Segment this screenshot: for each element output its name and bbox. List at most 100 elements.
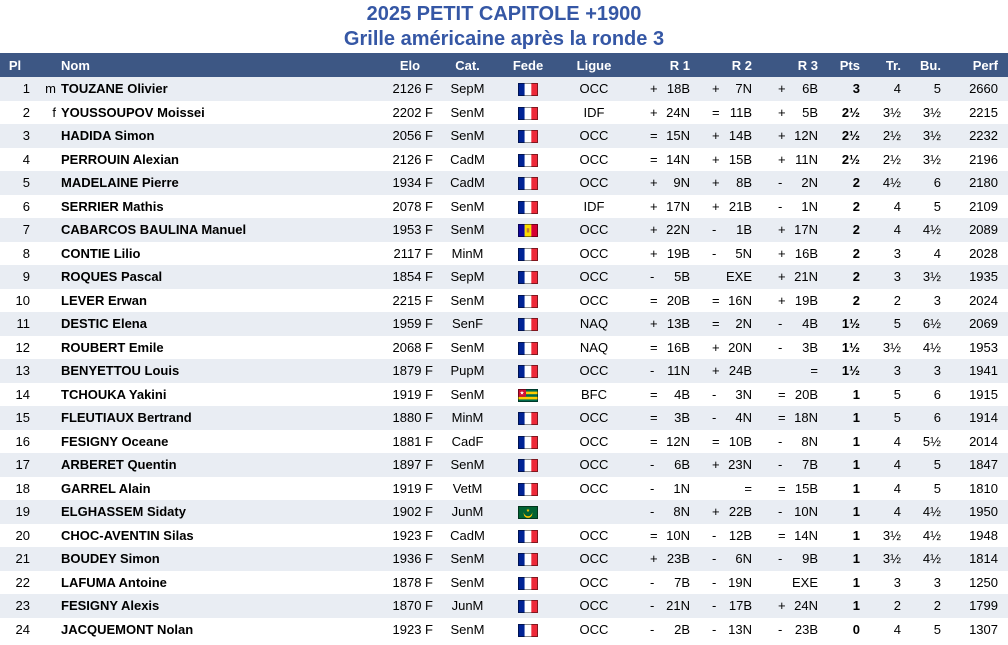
- round-2-result: -1B: [712, 222, 752, 238]
- round-1-result: +9N: [650, 175, 690, 191]
- player-elo: 2056 F: [392, 128, 433, 144]
- player-league: NAQ: [579, 339, 609, 355]
- player-league: OCC: [579, 480, 609, 496]
- spacer: [998, 500, 1008, 524]
- col-header-pts: Pts: [839, 57, 860, 73]
- player-elo: 1902 F: [392, 504, 433, 520]
- player-league: OCC: [579, 175, 609, 191]
- player-name: LAFUMA Antoine: [61, 574, 167, 590]
- rank: 13: [15, 363, 30, 379]
- player-league: OCC: [579, 551, 609, 567]
- round-3-result: -23B: [778, 621, 818, 637]
- round-3-result: -7B: [778, 457, 818, 473]
- spacer: [998, 430, 1008, 454]
- tiebreak-bu: 4½: [922, 222, 941, 238]
- player-fide-title: [30, 477, 57, 501]
- points: 2: [852, 292, 860, 308]
- rank: 18: [15, 480, 30, 496]
- player-fide-title: f: [52, 104, 56, 120]
- tiebreak-tr: 4½: [882, 175, 901, 191]
- player-league: OCC: [579, 81, 609, 97]
- tiebreak-bu: 5: [933, 198, 941, 214]
- round-3-result: = 18N: [778, 410, 818, 426]
- performance: 1799: [969, 598, 998, 614]
- table-row: 11 DESTIC Elena 1959 F SenF NAQ +13B = 2N…: [0, 312, 1008, 336]
- points: 2½: [841, 104, 860, 120]
- performance: 1914: [969, 410, 998, 426]
- player-fide-title: [30, 218, 57, 242]
- player-fide-title: [30, 383, 57, 407]
- player-name: JACQUEMONT Nolan: [61, 621, 194, 637]
- player-fide-title: [30, 265, 57, 289]
- round-1-result: +24N: [650, 104, 690, 120]
- player-federation: [500, 524, 556, 548]
- player-name: ARBERET Quentin: [61, 457, 177, 473]
- player-category: SenM: [450, 198, 485, 214]
- rank: 9: [22, 269, 30, 285]
- rank: 23: [15, 598, 30, 614]
- tiebreak-bu: 3½: [922, 269, 941, 285]
- player-league: OCC: [579, 292, 609, 308]
- table-row: 23 FESIGNY Alexis 1870 F JunM OCC -21N -…: [0, 594, 1008, 618]
- round-2-result: = 11B: [712, 104, 752, 120]
- tiebreak-bu: 3: [933, 363, 941, 379]
- player-name: ROUBERT Emile: [61, 339, 164, 355]
- france-flag: [518, 83, 538, 97]
- table-row: 18 GARREL Alain 1919 F VetM OCC -1N = = 1…: [0, 476, 1008, 501]
- player-name: GARREL Alain: [61, 480, 151, 496]
- round-2-result: +20N: [712, 339, 752, 355]
- player-fide-title: [30, 524, 57, 548]
- player-federation: [500, 148, 556, 172]
- table-row: 24 JACQUEMONT Nolan 1923 F SenM OCC -2B …: [0, 617, 1008, 641]
- player-fide-title: [30, 547, 57, 571]
- player-name: FESIGNY Oceane: [61, 433, 169, 449]
- col-header-fede: Fede: [512, 57, 544, 73]
- tiebreak-tr: 4: [893, 457, 901, 473]
- points: 1½: [841, 339, 860, 355]
- round-2-result: =: [744, 480, 752, 496]
- table-row: 8 CONTIE Lilio 2117 F MinM OCC +19B -5N …: [0, 241, 1008, 265]
- player-fide-title: [30, 312, 57, 336]
- player-elo: 2126 F: [392, 151, 433, 167]
- tiebreak-bu: 2: [933, 598, 941, 614]
- round-2-result: -13N: [712, 621, 752, 637]
- spacer: [998, 171, 1008, 195]
- round-2-result: -17B: [712, 598, 752, 614]
- rank: 20: [15, 527, 30, 543]
- tiebreak-tr: 4: [893, 504, 901, 520]
- player-elo: 1959 F: [392, 316, 433, 332]
- france-flag: [518, 130, 538, 144]
- player-league: OCC: [579, 363, 609, 379]
- round-1-result: -1N: [650, 480, 690, 496]
- round-3-result: +21N: [778, 269, 818, 285]
- rank: 3: [22, 128, 30, 144]
- tournament-title: 2025 PETIT CAPITOLE +1900: [366, 3, 642, 25]
- player-name: HADIDA Simon: [61, 128, 155, 144]
- round-2-result: -4N: [712, 410, 752, 426]
- points: 2: [852, 198, 860, 214]
- tiebreak-bu: 5: [933, 621, 941, 637]
- france-flag: [518, 459, 538, 473]
- performance: 2028: [969, 245, 998, 261]
- tiebreak-bu: 3½: [922, 104, 941, 120]
- tiebreak-tr: 5: [893, 386, 901, 402]
- rank: 4: [22, 151, 30, 167]
- player-fide-title: [30, 195, 57, 219]
- player-federation: [500, 359, 556, 383]
- col-header-r-3: R 3: [797, 57, 818, 73]
- player-elo: 2215 F: [392, 292, 433, 308]
- round-3-result: +24N: [778, 598, 818, 614]
- player-name: SERRIER Mathis: [61, 198, 164, 214]
- player-category: SepM: [450, 81, 485, 97]
- player-league: IDF: [583, 198, 605, 214]
- player-federation: [500, 218, 556, 242]
- table-row: 9 ROQUES Pascal 1854 F SepM OCC -5B EXE …: [0, 265, 1008, 289]
- player-fide-title: [30, 571, 57, 595]
- france-flag: [518, 482, 538, 496]
- player-federation: [500, 77, 556, 101]
- rank: 2: [22, 104, 30, 120]
- performance: 2180: [969, 175, 998, 191]
- france-flag: [518, 365, 538, 379]
- player-federation: [500, 101, 556, 125]
